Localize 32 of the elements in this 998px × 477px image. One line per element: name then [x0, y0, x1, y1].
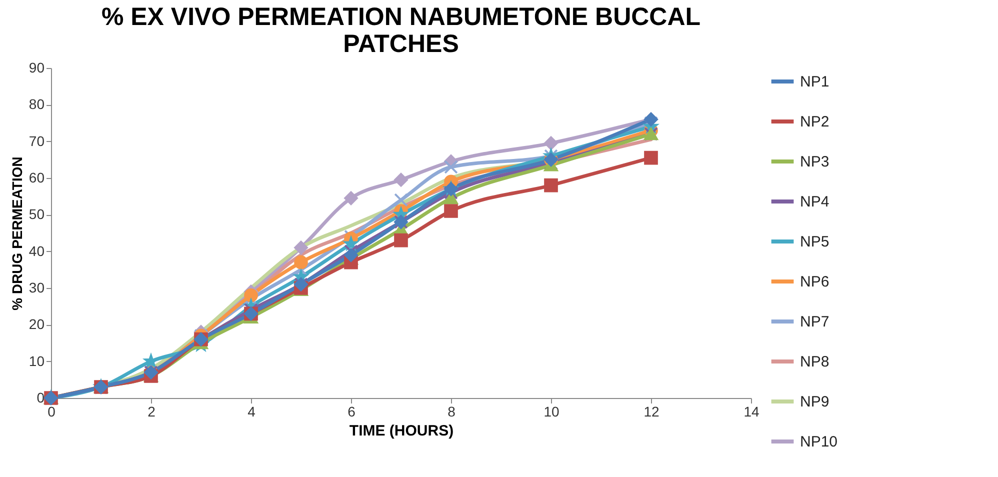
x-tick-label: 4 — [248, 404, 256, 420]
y-tick-label: 30 — [28, 280, 45, 296]
y-tick-label: 40 — [28, 242, 45, 259]
legend-label: NP8 — [800, 354, 830, 370]
y-tick-label: 50 — [28, 206, 45, 222]
x-tick-label: 8 — [448, 404, 456, 420]
y-tick-label: 70 — [28, 132, 45, 149]
legend-label: NP2 — [800, 114, 830, 130]
legend-label: NP3 — [800, 154, 830, 170]
legend-label: NP5 — [800, 234, 830, 250]
legend-label: NP9 — [800, 394, 830, 410]
y-tick-label: 90 — [28, 60, 45, 76]
x-tick-label: 6 — [348, 404, 356, 420]
x-tick-label: 10 — [544, 404, 560, 420]
x-tick-label: 2 — [148, 404, 156, 420]
y-tick-label: 60 — [28, 170, 45, 186]
x-axis-title: TIME (HOURS) — [349, 422, 454, 440]
x-tick-label: 14 — [744, 404, 760, 420]
legend-label: NP7 — [800, 314, 830, 330]
x-tick-label: 0 — [48, 404, 56, 420]
y-tick-label: 10 — [28, 352, 45, 369]
legend-label: NP10 — [800, 434, 838, 450]
y-tick-label: 20 — [28, 316, 45, 332]
legend-label: NP1 — [800, 74, 830, 90]
y-tick-label: 80 — [28, 96, 45, 112]
text: PATCHES — [343, 30, 459, 58]
legend-label: NP6 — [800, 274, 830, 290]
x-tick-label: 12 — [644, 404, 660, 420]
y-tick-label: 0 — [36, 390, 45, 406]
text: % EX VIVO PERMEATION NABUMETONE BUCCAL — [101, 3, 701, 31]
legend-label: NP4 — [800, 194, 830, 210]
y-axis-title: % DRUG PERMEATION — [8, 156, 25, 310]
